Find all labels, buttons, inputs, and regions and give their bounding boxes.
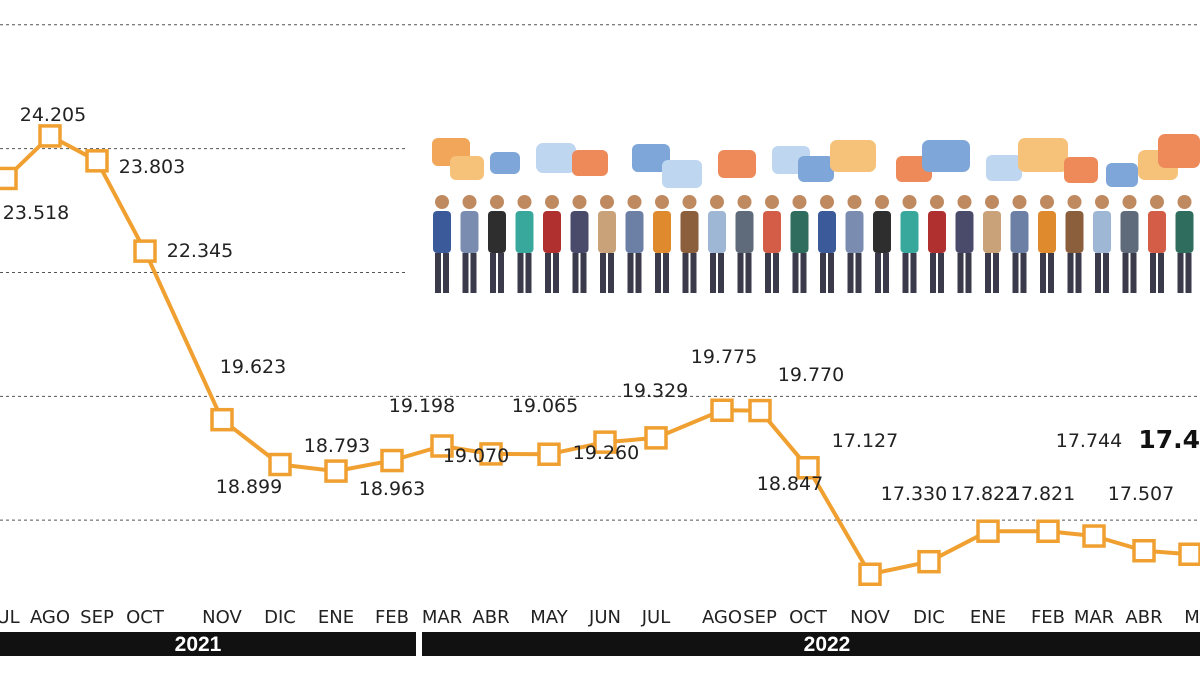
x-tick-label: ABR bbox=[1125, 607, 1162, 628]
x-tick-label: ENE bbox=[318, 607, 354, 628]
x-tick-label: FEB bbox=[375, 607, 409, 628]
x-tick-label: SEP bbox=[80, 607, 114, 628]
x-tick-label: M bbox=[1184, 607, 1200, 628]
data-point-marker bbox=[268, 452, 292, 477]
x-tick-label: ENE bbox=[970, 607, 1006, 628]
data-label: 19.775 bbox=[691, 346, 757, 368]
data-label: 17.822 bbox=[951, 483, 1017, 505]
data-label: 17.821 bbox=[1009, 483, 1075, 505]
x-tick-label: DIC bbox=[264, 607, 296, 628]
highlight-data-label: 17.4 bbox=[1138, 425, 1200, 454]
data-point-marker bbox=[380, 448, 404, 473]
data-label: 17.507 bbox=[1108, 483, 1174, 505]
x-tick-label: NOV bbox=[202, 607, 242, 628]
gridlines bbox=[0, 24, 1200, 521]
data-point-marker bbox=[324, 459, 348, 483]
data-point-marker bbox=[430, 434, 454, 458]
series-line bbox=[4, 133, 1191, 577]
year-label: 2021 bbox=[175, 633, 222, 656]
data-label: 18.963 bbox=[359, 478, 425, 500]
x-tick-label: AGO bbox=[30, 607, 70, 628]
x-tick-label: FEB bbox=[1031, 607, 1065, 628]
year-band bbox=[422, 632, 1200, 656]
data-label: 19.329 bbox=[622, 380, 688, 402]
data-label: 19.198 bbox=[389, 395, 455, 417]
x-tick-label: OCT bbox=[126, 607, 165, 628]
x-tick-label: DIC bbox=[913, 607, 945, 628]
data-label: 19.260 bbox=[573, 442, 639, 464]
x-tick-label: MAR bbox=[422, 607, 462, 628]
x-tick-label: MAY bbox=[530, 607, 568, 628]
x-tick-label: JUL bbox=[641, 607, 671, 628]
data-label: 23.803 bbox=[119, 156, 185, 178]
data-point-marker bbox=[85, 149, 109, 173]
data-point-marker bbox=[133, 239, 157, 263]
data-label: 19.623 bbox=[220, 356, 286, 378]
x-tick-label: NOV bbox=[850, 607, 890, 628]
data-label: 22.345 bbox=[167, 240, 233, 262]
data-point-marker bbox=[917, 549, 941, 574]
data-point-marker bbox=[748, 398, 772, 423]
year-label: 2022 bbox=[804, 633, 851, 656]
data-point-marker bbox=[1178, 542, 1200, 566]
data-point-marker bbox=[0, 166, 18, 191]
data-point-marker bbox=[1036, 519, 1060, 544]
x-tick-label: AGO bbox=[702, 607, 742, 628]
workers-crowd-speech-bubbles-icon bbox=[432, 134, 1200, 293]
x-tick-label: MAR bbox=[1074, 607, 1114, 628]
data-point-marker bbox=[537, 442, 561, 466]
year-band bbox=[0, 632, 416, 656]
data-label: 17.330 bbox=[881, 483, 947, 505]
data-point-marker bbox=[1132, 538, 1156, 563]
data-labels: 23.518 24.205 23.803 22.345 19.623 18.899 18.7… bbox=[3, 104, 1200, 505]
x-tick-label: ABR bbox=[472, 607, 509, 628]
data-point-marker bbox=[796, 455, 820, 480]
x-tick-label: JUN bbox=[588, 607, 621, 628]
data-point-marker bbox=[710, 398, 734, 423]
data-label: 19.065 bbox=[512, 395, 578, 417]
data-label: 19.070 bbox=[443, 445, 509, 467]
series-markers bbox=[0, 124, 1200, 586]
data-point-marker bbox=[210, 407, 234, 432]
x-tick-label: OCT bbox=[789, 607, 828, 628]
data-point-marker bbox=[976, 519, 1000, 543]
data-label: 17.127 bbox=[832, 430, 898, 452]
year-bands: 2021 2022 bbox=[0, 632, 1200, 656]
data-label: 23.518 bbox=[3, 202, 69, 224]
x-tick-label: SEP bbox=[743, 607, 777, 628]
data-label: 24.205 bbox=[20, 104, 86, 126]
data-point-marker bbox=[38, 124, 62, 148]
data-point-marker bbox=[593, 430, 617, 454]
x-tick-label: UL bbox=[0, 607, 20, 628]
data-point-marker bbox=[644, 426, 668, 450]
data-label: 17.744 bbox=[1056, 430, 1122, 452]
data-label: 19.770 bbox=[778, 364, 844, 386]
data-point-marker bbox=[1082, 524, 1106, 548]
x-axis-ticks: UL AGO SEP OCT NOV DIC ENE FEB MAR ABR MAY JUN JUL AG… bbox=[0, 607, 1200, 628]
data-label: 18.793 bbox=[304, 435, 370, 457]
data-point-marker bbox=[858, 562, 882, 586]
data-label: 18.899 bbox=[216, 476, 282, 498]
data-point-marker bbox=[479, 442, 503, 466]
data-label: 18.847 bbox=[757, 473, 823, 495]
